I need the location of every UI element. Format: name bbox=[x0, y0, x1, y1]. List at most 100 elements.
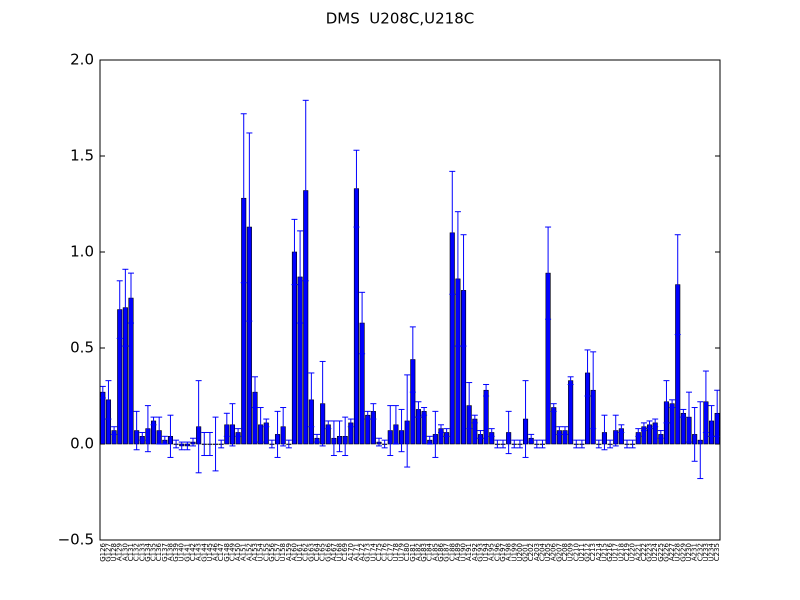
x-tick-label: A231 bbox=[691, 543, 699, 561]
x-tick-label: A192 bbox=[471, 543, 479, 561]
x-tick-label: G156 bbox=[268, 542, 276, 561]
chart-title: DMS U208C,U218C bbox=[326, 10, 474, 28]
x-tick-label: G223 bbox=[646, 543, 654, 562]
x-tick-label: U158 bbox=[279, 543, 287, 561]
plot-frame bbox=[99, 59, 721, 541]
x-tick-label: A152 bbox=[245, 543, 253, 561]
x-tick-label: C232 bbox=[696, 543, 704, 561]
y-tick-label: 1.0 bbox=[70, 243, 94, 261]
x-tick-label: A172 bbox=[358, 543, 366, 561]
x-tick-label: U161 bbox=[296, 543, 304, 561]
x-tick-label: U230 bbox=[685, 543, 693, 561]
x-tick-label: G173 bbox=[364, 543, 372, 562]
bar bbox=[568, 380, 574, 445]
x-tick-label: U220 bbox=[629, 543, 637, 561]
x-tick-label: G201 bbox=[522, 543, 530, 562]
x-tick-label: C188 bbox=[448, 543, 456, 561]
x-tick-label: G181 bbox=[409, 543, 417, 562]
x-tick-label: C165 bbox=[319, 543, 327, 561]
x-tick-label: U218 bbox=[617, 543, 625, 561]
x-tick-label: A138 bbox=[166, 543, 174, 561]
x-tick-label: U174 bbox=[369, 542, 377, 561]
x-tick-label: A214 bbox=[595, 542, 603, 561]
bar bbox=[669, 403, 675, 445]
x-tick-label: C176 bbox=[381, 542, 389, 561]
x-tick-label: C135 bbox=[150, 543, 158, 561]
bar bbox=[680, 412, 686, 445]
x-tick-label: G193 bbox=[476, 543, 484, 562]
x-tick-label: C131 bbox=[127, 543, 135, 561]
x-tick-label: A170 bbox=[347, 543, 355, 561]
x-tick-label: G216 bbox=[606, 542, 614, 561]
x-tick-label: C213 bbox=[589, 543, 597, 561]
x-tick-label: G212 bbox=[584, 543, 592, 562]
x-tick-label: A130 bbox=[121, 543, 129, 561]
x-tick-label: U199 bbox=[510, 543, 518, 561]
x-tick-label: G139 bbox=[172, 543, 180, 562]
bar bbox=[100, 391, 106, 445]
x-tick-label: G197 bbox=[499, 543, 507, 562]
y-tick-label: −0.5 bbox=[58, 531, 94, 549]
x-tick-label: U190 bbox=[460, 543, 468, 561]
x-tick-label: C136 bbox=[155, 542, 163, 561]
x-tick-label: G166 bbox=[324, 542, 332, 561]
x-tick-label: U145 bbox=[206, 543, 214, 561]
x-tick-label: G229 bbox=[679, 543, 687, 562]
x-tick-label: U168 bbox=[336, 543, 344, 561]
x-tick-label: G148 bbox=[223, 543, 231, 562]
x-tick-label: C180 bbox=[403, 543, 411, 561]
x-tick-label: A185 bbox=[431, 543, 439, 561]
x-tick-label: A146 bbox=[212, 542, 220, 561]
bar bbox=[421, 411, 427, 445]
x-tick-label: C184 bbox=[426, 542, 434, 561]
x-tick-label: A160 bbox=[290, 543, 298, 561]
x-tick-label: A191 bbox=[465, 543, 473, 561]
x-tick-label: A171 bbox=[352, 543, 360, 561]
x-tick-label: G126 bbox=[99, 542, 107, 561]
y-tick-label: 0.5 bbox=[70, 339, 94, 357]
y-tick-label: 0.0 bbox=[70, 435, 94, 453]
x-tick-label: C210 bbox=[572, 543, 580, 561]
x-tick-label: A143 bbox=[195, 543, 203, 561]
x-tick-label: G144 bbox=[200, 542, 208, 561]
x-tick-label: U200 bbox=[516, 543, 524, 561]
y-tick-label: 2.0 bbox=[70, 51, 94, 69]
bar bbox=[551, 407, 557, 445]
x-tick-label: C155 bbox=[262, 543, 270, 561]
x-tick-label: A182 bbox=[414, 543, 422, 561]
x-tick-label: A189 bbox=[454, 543, 462, 561]
x-tick-label: U140 bbox=[178, 543, 186, 561]
x-tick-label: A167 bbox=[330, 543, 338, 561]
x-tick-label: A195 bbox=[488, 543, 496, 561]
x-tick-label: C149 bbox=[228, 543, 236, 561]
x-tick-label: U211 bbox=[578, 543, 586, 561]
x-tick-label: C235 bbox=[713, 543, 721, 561]
x-tick-label: A129 bbox=[116, 543, 124, 561]
x-tick-label: C208 bbox=[561, 543, 569, 561]
x-tick-label: C202 bbox=[527, 543, 535, 561]
x-tick-label: U233 bbox=[702, 543, 710, 561]
x-tick-label: A159 bbox=[285, 543, 293, 561]
x-tick-label: G137 bbox=[161, 543, 169, 562]
x-tick-label: C196 bbox=[493, 542, 501, 561]
x-tick-label: A206 bbox=[550, 542, 558, 561]
x-tick-label: U209 bbox=[567, 543, 575, 561]
x-tick-label: G226 bbox=[662, 542, 670, 561]
x-tick-label: U154 bbox=[257, 542, 265, 561]
x-tick-label: G134 bbox=[144, 542, 152, 561]
x-tick-label: U178 bbox=[392, 543, 400, 561]
x-tick-label: G187 bbox=[443, 543, 451, 562]
x-tick-label: A227 bbox=[668, 543, 676, 561]
x-tick-label: C132 bbox=[133, 543, 141, 561]
x-tick-label: G207 bbox=[555, 543, 563, 562]
x-tick-label: C204 bbox=[538, 542, 546, 561]
x-tick-label: C219 bbox=[623, 543, 631, 561]
x-tick-label: A221 bbox=[634, 543, 642, 561]
x-tick-label: A150 bbox=[234, 543, 242, 561]
x-tick-label: G163 bbox=[307, 543, 315, 562]
y-tick-label: 1.5 bbox=[70, 147, 94, 165]
x-tick-label: G127 bbox=[104, 543, 112, 562]
x-tick-label: G225 bbox=[657, 543, 665, 562]
x-tick-label: C147 bbox=[217, 543, 225, 561]
